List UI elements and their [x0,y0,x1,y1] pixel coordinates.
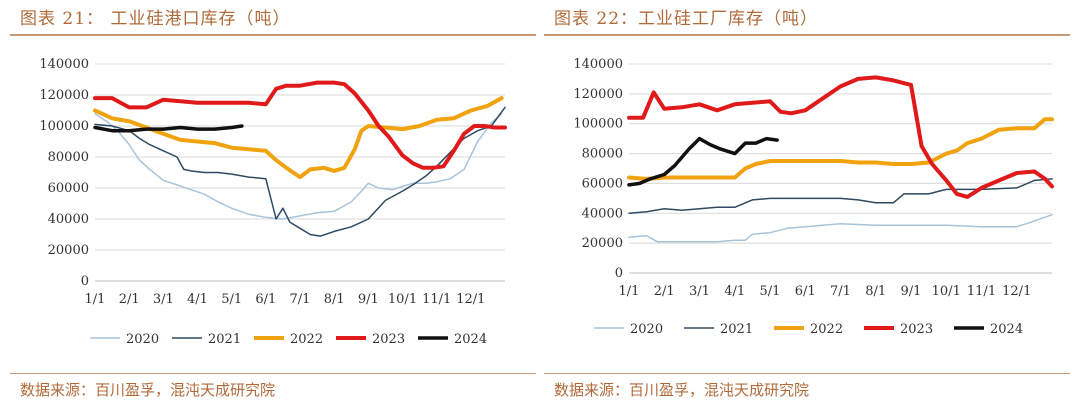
x-tick-label: 1/1 [85,292,106,307]
series-line-2024 [93,124,244,133]
y-tick-label: 120000 [573,87,623,102]
x-tick-label: 2/1 [654,284,675,299]
y-tick-label: 120000 [39,88,89,103]
series-line-2023 [93,80,507,170]
legend-label-2020: 2020 [630,322,663,337]
legend-label-2021: 2021 [208,332,241,347]
series-line-2024 [627,136,779,187]
series-line-2022 [627,117,1054,181]
y-tick-label: 40000 [582,206,623,221]
series-line-2020 [628,214,1053,243]
x-tick-label: 7/1 [290,292,311,307]
chart-title: 图表 22：工业硅工厂库存（吨） [554,9,819,29]
x-tick-label: 10/1 [932,284,961,299]
x-tick-label: 1/1 [619,284,640,299]
source-note: 数据来源：百川盈孚，混沌天成研究院 [554,381,810,399]
chart-panel-factory-inventory: 图表 22：工业硅工厂库存（吨） 0 20000 40000 60000 80000 10… [544,0,1074,407]
x-tick-label: 8/1 [324,292,345,307]
legend-label-2024: 2024 [990,322,1023,337]
x-tick-label: 9/1 [901,284,922,299]
chart-title: 图表 21： 工业硅港口库存（吨） [20,9,291,29]
series-line-2021 [628,178,1053,215]
x-tick-label: 5/1 [760,284,781,299]
y-tick-label: 100000 [39,119,89,134]
x-tick-label: 3/1 [689,284,710,299]
y-tick-label: 80000 [48,150,89,165]
series-line-2020 [94,112,503,220]
x-tick-label: 7/1 [830,284,851,299]
x-tick-label: 9/1 [358,292,379,307]
y-tick-label: 60000 [48,181,89,196]
y-tick-label: 0 [615,266,623,281]
x-tick-label: 4/1 [724,284,745,299]
series-line-2021 [94,106,506,237]
legend-label-2023: 2023 [900,322,933,337]
source-divider [544,373,1070,374]
x-tick-label: 4/1 [187,292,208,307]
y-tick-label: 140000 [39,57,89,72]
y-tick-label: 40000 [48,212,89,227]
x-tick-label: 6/1 [795,284,816,299]
title-divider [544,34,1070,36]
legend-label-2022: 2022 [290,332,323,347]
source-note: 数据来源：百川盈孚，混沌天成研究院 [20,381,276,399]
source-divider [10,373,536,374]
y-tick-label: 100000 [573,117,623,132]
series-line-2023 [627,75,1054,199]
y-tick-label: 80000 [582,147,623,162]
x-tick-label: 5/1 [221,292,242,307]
x-tick-label: 10/1 [388,292,417,307]
chart-panel-port-inventory: 图表 21： 工业硅港口库存（吨） 0 20000 40000 60000 80000 1… [10,0,540,407]
x-tick-label: 12/1 [1002,284,1031,299]
title-divider [10,34,536,36]
legend-label-2021: 2021 [720,322,753,337]
port-inventory-chart: 0 20000 40000 60000 80000 100000 120000 140000 1… [39,57,507,347]
x-tick-label: 2/1 [119,292,140,307]
y-tick-label: 20000 [48,243,89,258]
legend-label-2023: 2023 [372,332,405,347]
x-tick-label: 8/1 [865,284,886,299]
x-tick-label: 11/1 [422,292,451,307]
y-tick-label: 20000 [582,236,623,251]
y-tick-label: 140000 [573,57,623,72]
y-tick-label: 0 [81,274,89,289]
legend-label-2020: 2020 [126,332,159,347]
legend-label-2024: 2024 [454,332,487,347]
x-tick-label: 12/1 [456,292,485,307]
y-tick-label: 60000 [582,176,623,191]
x-tick-label: 6/1 [255,292,276,307]
legend-label-2022: 2022 [810,322,843,337]
factory-inventory-chart: 0 20000 40000 60000 80000 100000 120000 140000 1… [573,57,1054,337]
x-tick-label: 3/1 [153,292,174,307]
x-tick-label: 11/1 [967,284,996,299]
series-line-2022 [93,96,504,180]
